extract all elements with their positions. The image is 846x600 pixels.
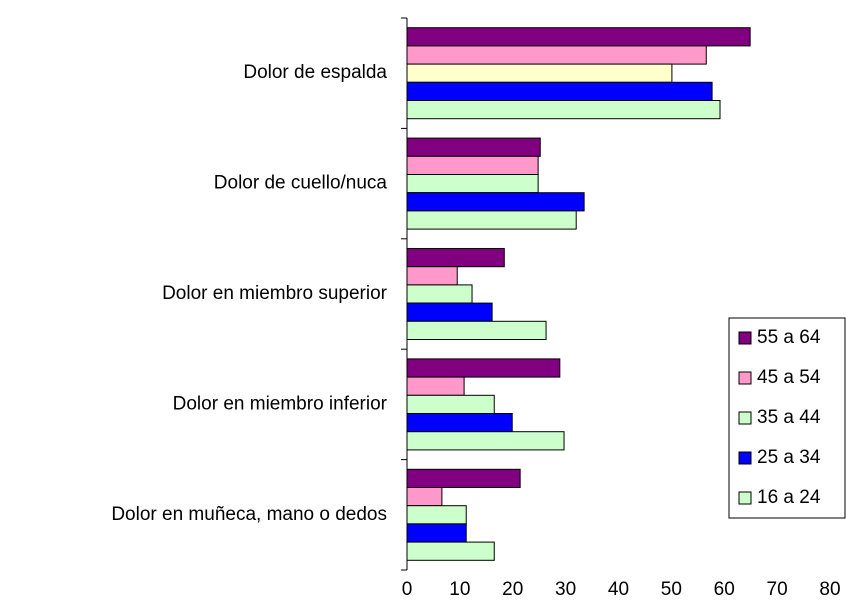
bar: [406, 45, 707, 65]
bar: [406, 174, 539, 194]
bar: [406, 413, 513, 433]
category-label: Dolor de espalda: [243, 62, 387, 83]
x-tick-label: 70: [767, 579, 788, 600]
bar: [406, 487, 443, 507]
category-label: Dolor en muñeca, mano o dedos: [111, 504, 387, 525]
bar: [406, 27, 751, 47]
bar: [406, 192, 585, 212]
bar: [406, 155, 539, 176]
x-tick-label: 80: [819, 579, 840, 600]
bar: [406, 505, 467, 525]
bar: [406, 523, 467, 543]
x-tick-label: 50: [661, 579, 682, 600]
bar: [406, 210, 577, 230]
bar: [406, 541, 495, 561]
legend-box: [728, 317, 846, 519]
bar: [406, 394, 495, 414]
bar: [406, 284, 473, 304]
bar: [406, 468, 521, 488]
bar: [406, 320, 547, 340]
legend-label: 16 a 24: [757, 487, 821, 508]
legend-label: 35 a 44: [757, 407, 821, 428]
bar: [406, 248, 505, 268]
category-label: Dolor en miembro inferior: [173, 393, 388, 414]
x-tick-label: 40: [608, 579, 629, 600]
bar: [406, 81, 713, 102]
legend-swatch: [738, 371, 752, 385]
x-tick-label: 60: [714, 579, 735, 600]
bar: [406, 376, 465, 396]
bar: [406, 431, 565, 451]
x-tick-label: 20: [502, 579, 523, 600]
bar: [406, 302, 493, 322]
bar: [406, 266, 458, 286]
x-tick-label: 0: [402, 579, 413, 600]
bar: [406, 100, 721, 120]
legend-swatch: [738, 411, 752, 425]
legend-label: 45 a 54: [757, 367, 821, 388]
legend-label: 55 a 64: [757, 327, 821, 348]
legend-swatch: [738, 451, 752, 465]
x-tick-label: 30: [555, 579, 576, 600]
category-label: Dolor en miembro superior: [162, 283, 388, 304]
x-tick-label: 10: [449, 579, 470, 600]
legend-swatch: [738, 331, 752, 345]
bar: [406, 137, 541, 157]
category-label: Dolor de cuello/nuca: [214, 173, 388, 194]
legend-label: 25 a 34: [757, 447, 821, 468]
bar: [406, 358, 561, 378]
legend-swatch: [738, 491, 752, 505]
bar: [406, 63, 673, 83]
